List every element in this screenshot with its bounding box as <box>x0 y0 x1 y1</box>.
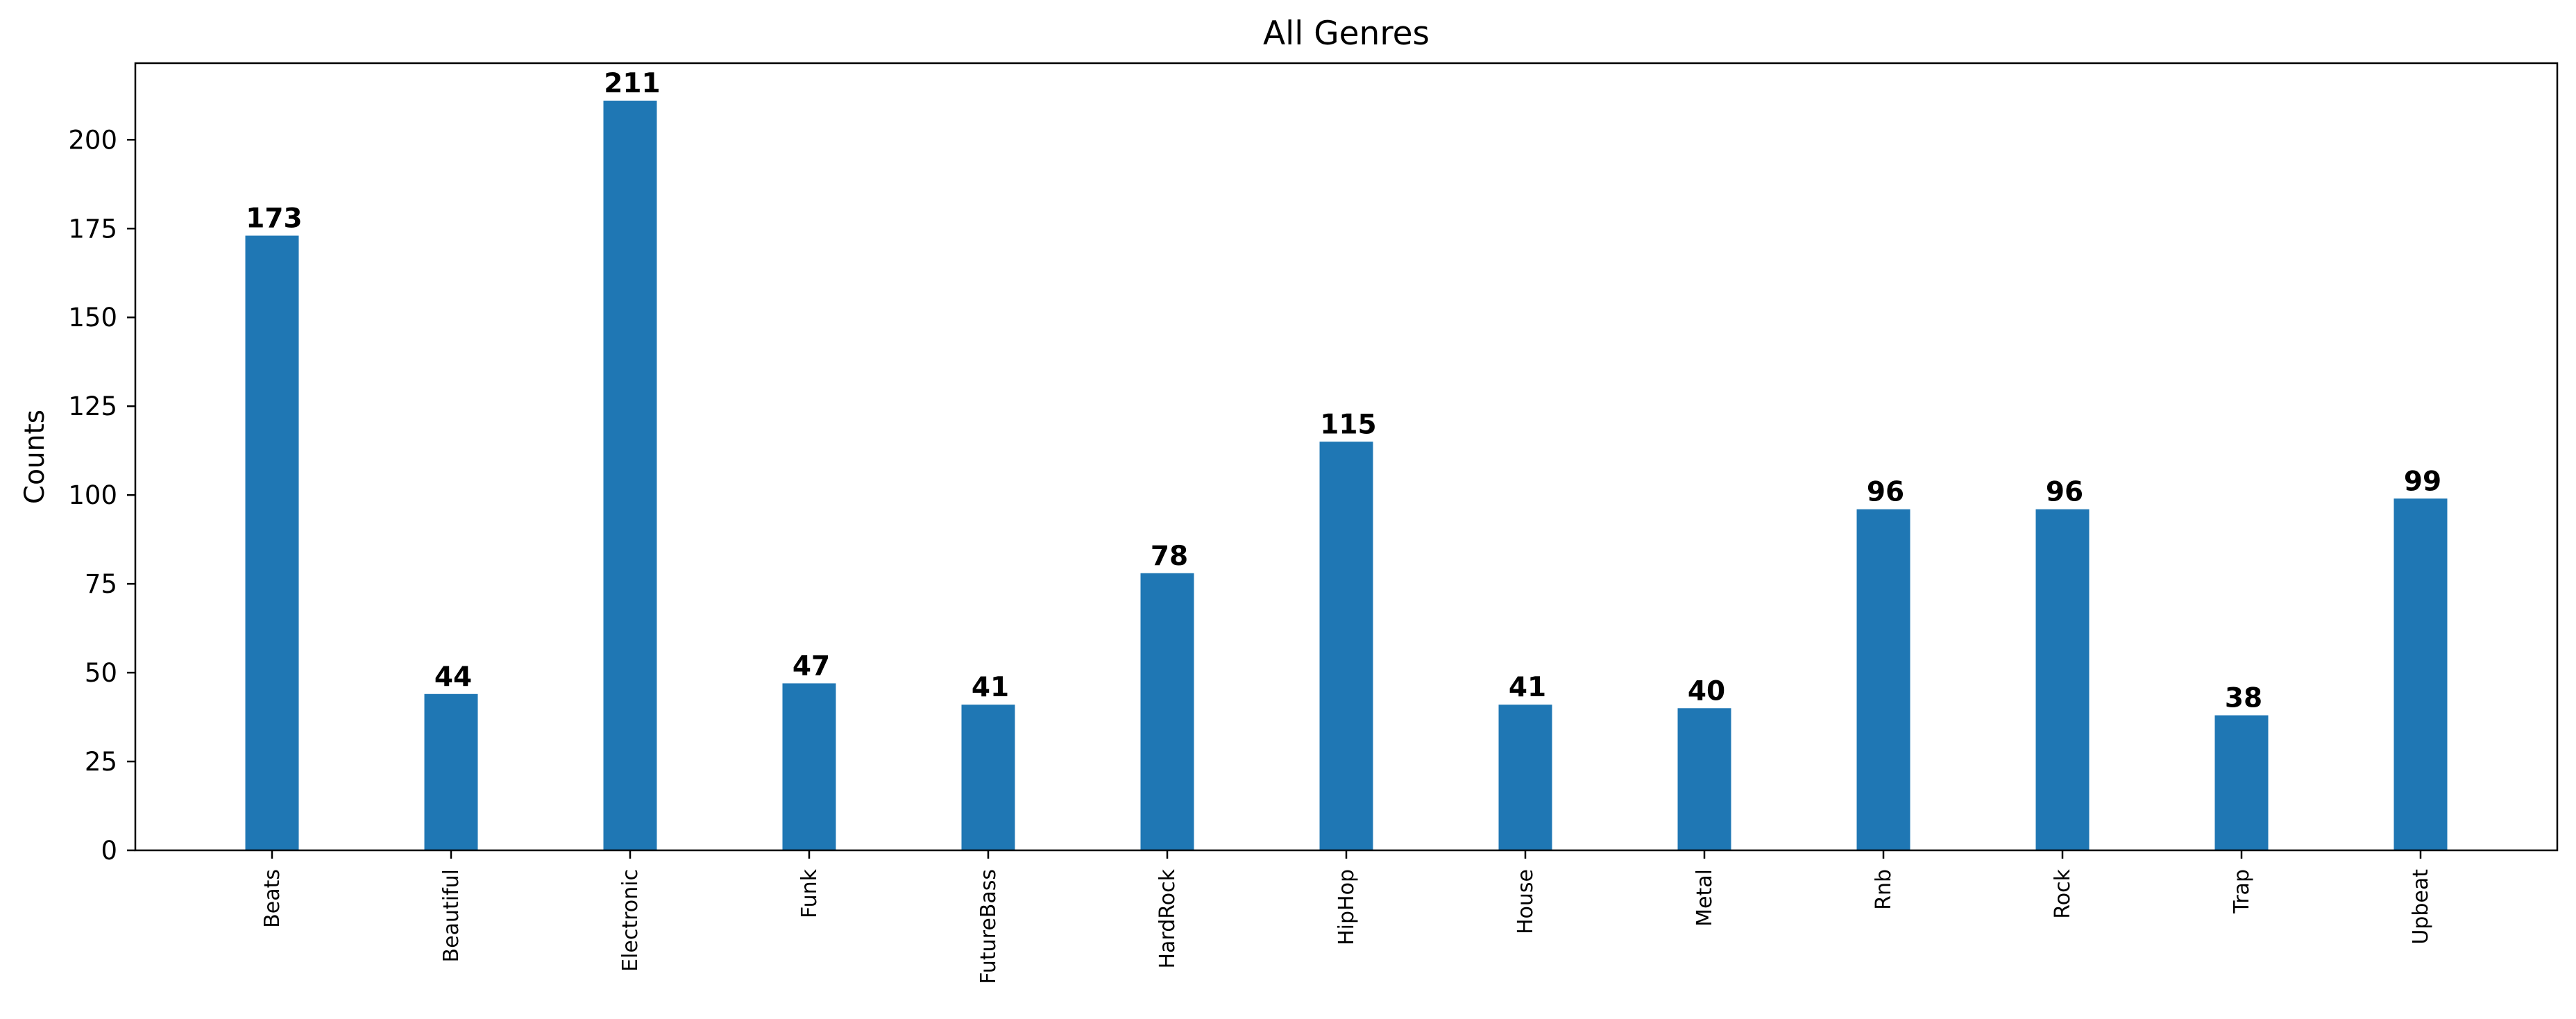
bar-value-label: 40 <box>1688 675 1725 707</box>
bar-beats <box>245 235 299 850</box>
y-axis-ticks: 0 25 50 75 100 125 150 175 200 <box>68 125 135 866</box>
bar-value-label: 96 <box>2046 477 2083 508</box>
x-tick-label: HipHop <box>1334 869 1359 945</box>
x-tick-label: Electronic <box>618 869 643 972</box>
bar-value-label: 115 <box>1320 409 1376 440</box>
bar-rock <box>2035 509 2090 850</box>
y-tick-label: 200 <box>68 125 117 155</box>
y-axis-label: Counts <box>19 410 51 504</box>
bar-beautiful <box>424 693 478 850</box>
bar-house <box>1498 705 1552 850</box>
x-tick-label: House <box>1514 869 1538 934</box>
x-tick-label: Beats <box>260 869 285 928</box>
bar-value-label: 47 <box>793 650 830 682</box>
bar-data-labels: 173 44 211 47 41 78 115 41 40 96 96 38 99 <box>246 68 2441 714</box>
bar-value-label: 173 <box>246 203 302 235</box>
bar-funk <box>782 683 836 850</box>
y-tick-label: 125 <box>68 391 117 421</box>
x-tick-label: Metal <box>1693 869 1717 927</box>
x-axis-ticks: Beats Beautiful Electronic Funk FutureBass Ha… <box>260 850 2433 984</box>
x-tick-label: Funk <box>797 868 822 918</box>
y-tick-label: 100 <box>68 480 117 510</box>
y-tick-label: 50 <box>85 658 117 688</box>
x-tick-label: HardRock <box>1155 868 1180 968</box>
y-tick-label: 175 <box>68 214 117 244</box>
x-tick-label: Rock <box>2051 868 2075 918</box>
x-tick-label: Upbeat <box>2409 869 2433 945</box>
bar-value-label: 44 <box>434 662 472 693</box>
bar-value-label: 78 <box>1151 541 1188 572</box>
chart-title: All Genres <box>1263 15 1430 53</box>
bar-value-label: 211 <box>604 68 660 99</box>
bar-value-label: 38 <box>2225 682 2262 714</box>
bar-hardrock <box>1140 573 1194 850</box>
plot-frame <box>134 62 2559 852</box>
bars-group <box>245 101 2448 850</box>
bar-value-label: 41 <box>1509 672 1546 703</box>
bar-value-label: 41 <box>972 672 1009 703</box>
y-tick-label: 0 <box>101 836 117 866</box>
bar-electronic <box>603 101 657 850</box>
y-tick-label: 150 <box>68 303 117 332</box>
x-tick-label: Rnb <box>1872 869 1896 910</box>
bar-futurebass <box>961 705 1015 850</box>
bar-value-label: 99 <box>2404 466 2441 497</box>
y-tick-label: 25 <box>85 747 117 777</box>
x-tick-label: FutureBass <box>976 869 1001 984</box>
x-tick-label: Beautiful <box>439 869 464 962</box>
bar-value-label: 96 <box>1867 477 1904 508</box>
y-tick-label: 75 <box>85 569 117 599</box>
x-tick-label: Trap <box>2230 869 2254 914</box>
bar-rnb <box>1856 509 1910 850</box>
bar-upbeat <box>2393 498 2448 850</box>
bar-trap <box>2214 715 2269 850</box>
bar-hiphop <box>1319 441 1373 850</box>
bar-metal <box>1677 708 1731 850</box>
